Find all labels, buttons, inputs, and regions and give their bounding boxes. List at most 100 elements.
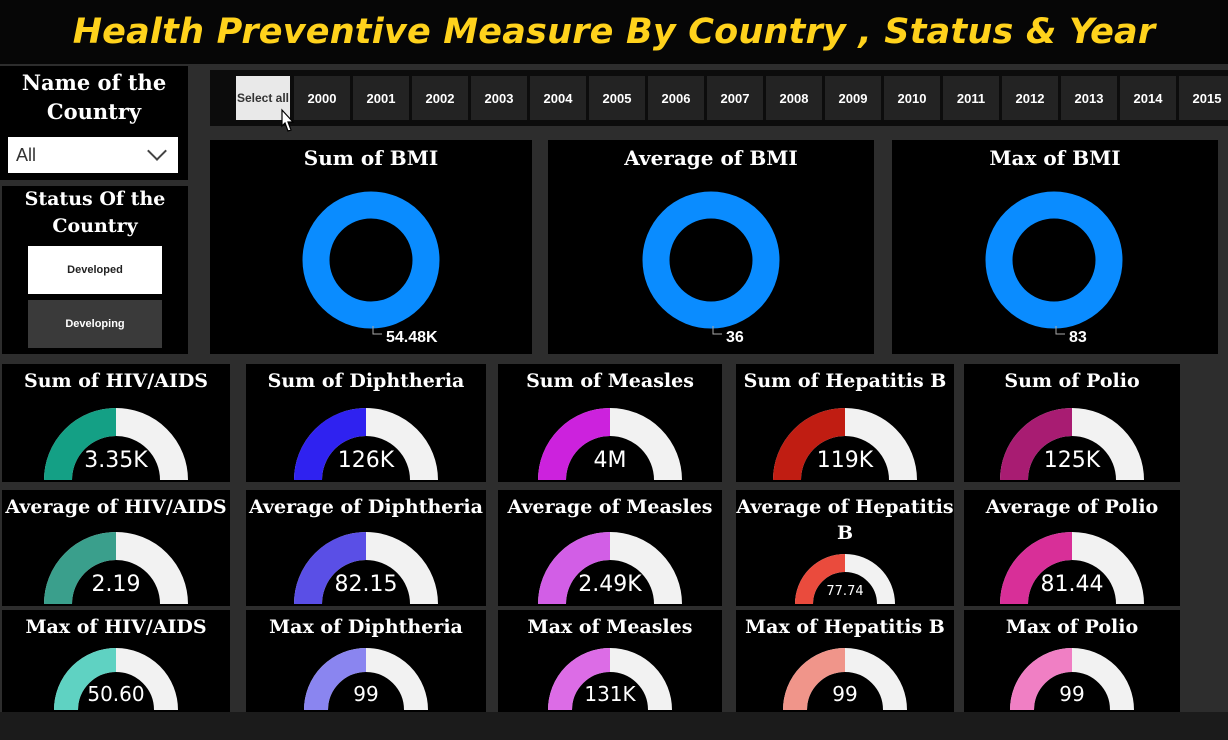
gauge-title: Max of Diphtheria: [269, 616, 463, 638]
gauge-fill: [304, 648, 367, 711]
title-bar: Health Preventive Measure By Country , S…: [0, 0, 1228, 64]
gauge-chart: [1000, 532, 1144, 605]
year-button-2005[interactable]: 2005: [589, 76, 645, 120]
gauge-chart: [294, 408, 438, 481]
gauge-card: Sum of Hepatitis B 119K: [736, 364, 954, 482]
bmi-donut-ring: [985, 191, 1123, 329]
chevron-down-icon: [147, 141, 167, 161]
gauge-card: Average of Diphtheria 82.15: [246, 490, 486, 606]
country-dropdown[interactable]: All: [8, 137, 178, 173]
gauge-title: Max of Hepatitis B: [745, 616, 945, 638]
bmi-card-title: Max of BMI: [989, 146, 1121, 170]
gauge-fill: [773, 408, 846, 481]
gauge-fill: [54, 648, 117, 711]
gauge-value: 119K: [816, 448, 874, 473]
gauge-card: Sum of Polio 125K: [964, 364, 1180, 482]
gauge-value: 77.74: [826, 584, 864, 599]
gauge-value: 50.60: [87, 682, 145, 706]
gauge-value: 126K: [337, 448, 395, 473]
gauge-chart: [795, 554, 895, 605]
gauge-value: 99: [353, 682, 379, 706]
gauge-fill: [294, 532, 367, 605]
bmi-card-sum: Sum of BMI 54.48K: [210, 140, 532, 354]
gauge-title: Sum of HIV/AIDS: [23, 370, 209, 392]
gauge-value: 82.15: [334, 572, 398, 597]
gauge-card: Max of Diphtheria 99: [246, 610, 486, 712]
gauge-value: 2.49K: [578, 572, 642, 597]
gauge-value: 2.19: [91, 572, 141, 597]
gauge-chart: [44, 408, 188, 481]
gauge-chart: [294, 532, 438, 605]
year-button-2012[interactable]: 2012: [1002, 76, 1058, 120]
gauge-chart: [44, 532, 188, 605]
year-button-2006[interactable]: 2006: [648, 76, 704, 120]
gauge-title: Sum of Polio: [1004, 370, 1140, 392]
year-button-2007[interactable]: 2007: [707, 76, 763, 120]
bmi-value-label: 83: [1069, 329, 1087, 346]
gauge-chart: [54, 648, 178, 711]
gauge-title: Average of Polio: [985, 496, 1159, 518]
gauge-card: Average of Measles 2.49K: [498, 490, 722, 606]
year-button-2003[interactable]: 2003: [471, 76, 527, 120]
gauge-fill: [44, 408, 117, 481]
gauge-chart: [538, 532, 682, 605]
status-filter-panel: Status Of the Country Developed Developi…: [2, 186, 188, 354]
status-developing-button[interactable]: Developing: [28, 300, 162, 348]
country-dropdown-value: All: [16, 144, 37, 165]
dashboard-title: Health Preventive Measure By Country , S…: [72, 12, 1156, 52]
status-filter-label: Status Of the Country: [24, 188, 166, 237]
gauge-fill: [783, 648, 846, 711]
gauge-title: Max of HIV/AIDS: [25, 616, 207, 638]
country-filter-label: Name of the Country: [21, 70, 167, 124]
bmi-leader-line: [372, 326, 382, 335]
year-button-2009[interactable]: 2009: [825, 76, 881, 120]
gauge-title: Average of Hepatitis B: [736, 496, 954, 544]
gauge-fill: [1000, 408, 1073, 481]
gauge-chart: [783, 648, 907, 711]
gauge-fill: [1000, 532, 1073, 605]
gauge-fill: [44, 532, 117, 605]
bmi-card-title: Sum of BMI: [303, 146, 439, 170]
gauge-fill: [538, 532, 611, 605]
gauge-card: Sum of Diphtheria 126K: [246, 364, 486, 482]
bmi-donut-chart: [302, 191, 440, 335]
bmi-donut-ring: [642, 191, 780, 329]
bmi-donut-chart: [985, 191, 1123, 335]
gauge-card: Max of Measles 131K: [498, 610, 722, 712]
gauge-card: Average of Polio 81.44: [964, 490, 1180, 606]
gauge-card: Sum of Measles 4M: [498, 364, 722, 482]
gauge-chart: [773, 408, 917, 481]
gauge-title: Max of Measles: [527, 616, 693, 638]
year-button-2000[interactable]: 2000: [294, 76, 350, 120]
gauge-card: Max of Polio 99: [964, 610, 1180, 712]
gauge-title: Average of Measles: [507, 496, 713, 518]
gauge-value: 81.44: [1040, 572, 1104, 597]
year-button-2008[interactable]: 2008: [766, 76, 822, 120]
year-select-all-button[interactable]: Select all: [236, 76, 290, 120]
bmi-card-title: Average of BMI: [624, 146, 798, 170]
gauge-value: 99: [832, 682, 858, 706]
year-button-2015[interactable]: 2015: [1179, 76, 1228, 120]
gauge-fill: [1010, 648, 1073, 711]
bmi-leader-line: [1055, 326, 1065, 335]
gauge-title: Sum of Hepatitis B: [743, 370, 947, 392]
year-button-2001[interactable]: 2001: [353, 76, 409, 120]
gauge-fill: [795, 554, 846, 605]
year-button-2002[interactable]: 2002: [412, 76, 468, 120]
bmi-leader-line: [712, 326, 722, 335]
gauge-chart: [1000, 408, 1144, 481]
year-button-2013[interactable]: 2013: [1061, 76, 1117, 120]
gauge-chart: [538, 408, 682, 481]
year-button-2004[interactable]: 2004: [530, 76, 586, 120]
gauge-value: 131K: [584, 682, 636, 706]
gauge-value: 3.35K: [84, 448, 148, 473]
cursor-pointer-icon: [281, 108, 295, 132]
year-button-2010[interactable]: 2010: [884, 76, 940, 120]
year-button-2014[interactable]: 2014: [1120, 76, 1176, 120]
gauge-chart: [304, 648, 428, 711]
gauge-chart: [1010, 648, 1134, 711]
gauge-card: Sum of HIV/AIDS 3.35K: [2, 364, 230, 482]
gauge-card: Average of HIV/AIDS 2.19: [2, 490, 230, 606]
year-button-2011[interactable]: 2011: [943, 76, 999, 120]
status-developed-button[interactable]: Developed: [28, 246, 162, 294]
